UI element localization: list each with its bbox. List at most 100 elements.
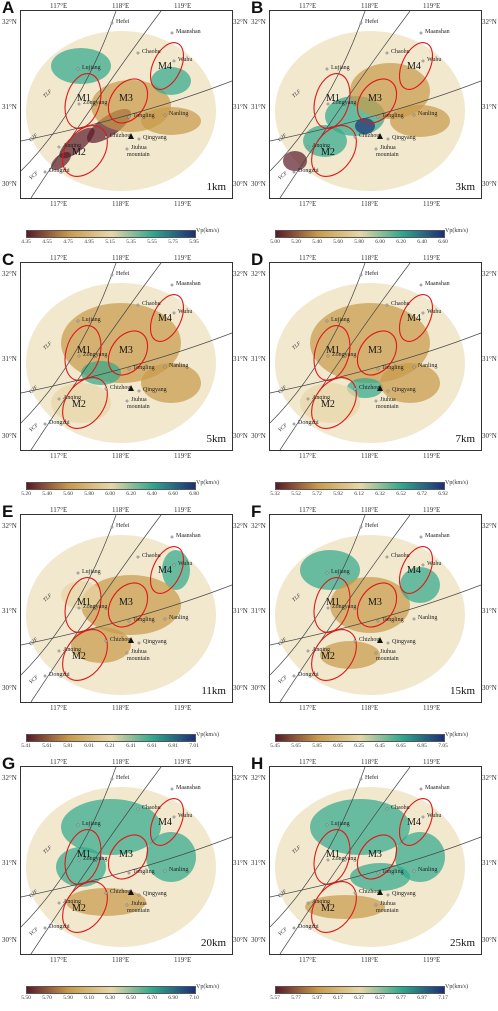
city-label: Qingyang xyxy=(392,387,416,393)
y-tick-right: 31°N xyxy=(233,103,248,111)
city-marker xyxy=(292,422,296,426)
colorbar-tick-label: 6.40 xyxy=(147,491,157,497)
y-tick-left: 31°N xyxy=(2,607,17,615)
city-marker xyxy=(386,137,390,141)
mountain-marker-icon xyxy=(128,889,134,895)
colorbar-ticks: 5.00 5.20 5.40 5.60 5.80 6.00 6.20 6.40 6.60 xyxy=(270,239,448,247)
colorbar-unit-label: Vp(km/s) xyxy=(445,984,468,990)
colorbar-tick-label: 5.90 xyxy=(63,995,73,1001)
city-label: Hefei xyxy=(116,523,130,529)
city-label: mountain xyxy=(376,404,399,410)
map-panel-c: C Hefei Chaohu Maanshan Wuhu Lujiang Zongyang T… xyxy=(0,250,249,504)
colorbar-tick-label: 4.75 xyxy=(63,239,73,245)
velocity-anomaly xyxy=(390,105,450,137)
city-label: Anqing xyxy=(312,647,330,653)
zone-ellipse-m2 xyxy=(311,377,357,429)
colorbar-unit-label: Vp(km/s) xyxy=(445,732,468,738)
city-label: Tongling xyxy=(382,869,404,875)
city-marker xyxy=(77,354,81,358)
colorbar-tick-label: 7.01 xyxy=(189,743,199,749)
city-marker xyxy=(57,649,61,653)
y-tick-right: 30°N xyxy=(482,684,497,692)
map-canvas xyxy=(270,11,481,198)
zone-label: M1 xyxy=(77,93,91,104)
city-marker xyxy=(110,777,114,781)
colorbar-tick-label: 5.80 xyxy=(354,239,364,245)
city-label: Wuhu xyxy=(427,561,442,567)
city-label: Zongyang xyxy=(83,604,108,610)
zone-label: M2 xyxy=(321,399,335,410)
colorbar xyxy=(275,482,445,490)
city-label: Dongzhi xyxy=(49,672,70,678)
city-label: Jiuhua xyxy=(380,397,396,403)
city-marker xyxy=(376,619,380,623)
zone-ellipse-m3 xyxy=(107,78,149,124)
map-panel-d: D Hefei Chaohu Maanshan Wuhu Lujiang Zongyang T… xyxy=(249,250,498,504)
fault-line-ycf xyxy=(279,263,411,450)
city-marker xyxy=(386,641,390,645)
colorbar-tick-label: 5.55 xyxy=(147,239,157,245)
colorbar-tick-label: 5.65 xyxy=(291,743,301,749)
fault-line-tlf xyxy=(21,263,117,424)
city-label: Qingyang xyxy=(392,891,416,897)
zone-label: M4 xyxy=(158,313,172,324)
city-marker xyxy=(104,135,108,139)
zone-ellipse-m2 xyxy=(311,125,357,177)
map-area: Hefei Chaohu Maanshan Wuhu Lujiang Zongyang To… xyxy=(269,262,482,451)
city-label: Nanling xyxy=(418,867,438,873)
zone-label: M2 xyxy=(72,903,86,914)
zone-ellipse-m1 xyxy=(64,829,102,885)
x-tick-top: 117°E xyxy=(299,506,317,514)
city-label: Chaohu xyxy=(391,805,410,811)
x-tick-top: 118°E xyxy=(112,758,130,766)
x-tick-bottom: 118°E xyxy=(361,452,379,460)
zone-ellipse-m2 xyxy=(62,125,108,177)
city-label: Chaohu xyxy=(391,301,410,307)
y-tick-right: 32°N xyxy=(233,522,248,530)
x-tick-bottom: 119°E xyxy=(174,200,192,208)
city-label: Hefei xyxy=(116,775,130,781)
mountain-marker-icon xyxy=(128,133,134,139)
city-marker xyxy=(374,147,378,151)
city-marker xyxy=(376,115,380,119)
fault-line-ycf xyxy=(30,11,162,198)
city-marker xyxy=(43,422,47,426)
map-panel-h: H Hefei Chaohu Maanshan Wuhu Lujiang Zongyang T… xyxy=(249,754,498,1008)
x-tick-bottom: 117°E xyxy=(299,704,317,712)
city-marker xyxy=(376,367,380,371)
city-label: mountain xyxy=(376,656,399,662)
zone-ellipse-m4 xyxy=(398,546,434,594)
zone-label: M3 xyxy=(368,597,382,608)
zone-ellipse-m2 xyxy=(62,629,108,681)
colorbar-ticks: 5.45 5.65 5.85 6.05 6.25 6.45 6.65 6.85 7.05 xyxy=(270,743,448,751)
velocity-anomaly xyxy=(300,550,360,590)
zone-label: M2 xyxy=(72,399,86,410)
city-label: Dongzhi xyxy=(298,420,319,426)
panel-letter: F xyxy=(251,502,262,521)
colorbar-tick-label: 6.21 xyxy=(105,743,115,749)
velocity-anomaly xyxy=(141,107,201,135)
city-label: Jiuhua xyxy=(380,649,396,655)
zone-ellipse-m2 xyxy=(311,629,357,681)
fault-line-ycf xyxy=(30,515,162,702)
city-marker xyxy=(292,170,296,174)
city-marker xyxy=(326,858,330,862)
city-marker xyxy=(77,102,81,106)
city-marker xyxy=(136,807,140,811)
city-marker xyxy=(163,617,167,621)
colorbar-tick-label: 5.97 xyxy=(312,995,322,1001)
y-tick-left: 32°N xyxy=(251,522,266,530)
colorbar-tick-label: 6.60 xyxy=(438,239,448,245)
colorbar-ticks: 5.50 5.70 5.90 6.10 6.30 6.50 6.70 6.90 7.10 xyxy=(21,995,199,1003)
city-marker xyxy=(421,815,425,819)
y-tick-left: 31°N xyxy=(251,859,266,867)
colorbar-tick-label: 6.41 xyxy=(126,743,136,749)
city-label: Qingyang xyxy=(392,639,416,645)
y-tick-right: 31°N xyxy=(482,103,497,111)
depth-label: 15km xyxy=(449,685,475,697)
map-area: Hefei Chaohu Maanshan Wuhu Lujiang Zongyang To… xyxy=(20,766,233,955)
city-marker xyxy=(110,273,114,277)
colorbar-tick-label: 6.00 xyxy=(375,239,385,245)
zone-label: M1 xyxy=(77,597,91,608)
city-marker xyxy=(385,51,389,55)
